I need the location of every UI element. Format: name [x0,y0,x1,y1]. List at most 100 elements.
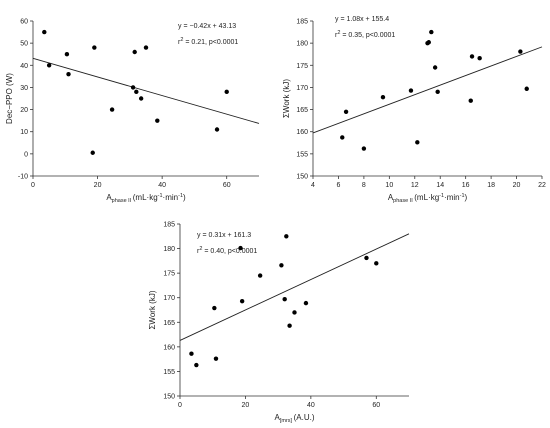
data-point [429,29,434,35]
x-axis-label: Aphase II (mL·kg-1·min-1) [388,193,468,204]
x-axis-label-exponent: -1 [178,193,183,199]
regression-equation: y = 1.08x + 155.4 [335,16,389,23]
y-tick-label: 160 [296,129,308,136]
stats-values: = 0.40, p<0.0001 [202,248,257,255]
x-axis-label-exponent: -1 [439,193,444,199]
x-axis-label-main: A [388,193,394,202]
y-tick-label: 30 [20,85,28,92]
data-point [90,150,95,155]
x-axis-label: Aphase II (mL·kg-1·min-1) [106,193,186,204]
x-tick-label: 14 [436,182,444,189]
data-point [109,107,115,112]
stats-r: r [178,39,181,46]
x-tick-label: 20 [242,402,250,409]
x-tick-label: 18 [487,182,495,189]
data-point [138,96,144,101]
x-tick-label: 10 [385,182,393,189]
x-tick-label: 20 [513,182,521,189]
data-point [257,273,263,278]
regression-line [32,57,260,124]
y-tick-label: 150 [296,174,308,181]
x-axis-label: A[mrs] (A.U.) [275,413,315,424]
data-point [361,146,367,151]
data-point [343,109,349,114]
y-tick-label: 165 [163,320,175,327]
data-point [468,98,473,103]
data-point [194,362,199,368]
y-tick-label: 180 [163,246,175,253]
data-point [292,310,297,315]
x-axis-label-main: A [275,413,281,422]
data-point [435,89,440,95]
data-point [134,89,139,95]
data-point [42,29,47,35]
stats-superscript: 2 [180,37,183,43]
x-tick-label: 12 [411,182,419,189]
data-point [92,45,97,50]
y-axis-label: ΣWork (kJ) [148,290,157,329]
y-tick-label: -10 [18,174,28,181]
y-tick-label: 175 [296,63,308,70]
data-point [46,63,52,68]
stats-r: r [197,248,200,255]
regression-equation: y = 0.31x + 161.3 [197,232,251,239]
data-point [477,56,482,61]
data-point [143,45,149,50]
data-point [518,49,523,54]
y-tick-label: 0 [24,151,28,158]
x-tick-label: 8 [362,182,366,189]
data-point [66,71,71,77]
y-tick-label: 170 [163,295,175,302]
regression-stats: r2 = 0.40, p<0.0001 [197,246,257,255]
x-axis-label-subscript: phase II [112,198,133,204]
x-tick-label: 6 [336,182,340,189]
x-axis-label-unit: ) [183,193,186,202]
x-tick-label: 60 [372,402,380,409]
x-axis-label-subscript: phase II [393,198,414,204]
regression-line [179,233,410,341]
data-point [64,52,70,57]
data-point [238,245,243,251]
data-point [469,54,475,59]
data-point [213,356,219,361]
data-point [287,323,292,328]
data-point [380,94,386,100]
y-tick-label: 185 [296,19,308,26]
x-tick-label: 22 [538,182,546,189]
x-axis-label-unit: ) [465,193,468,202]
y-tick-label: 170 [296,85,308,92]
y-tick-label: 155 [296,151,308,158]
data-point [524,86,529,91]
x-axis-label-subscript: [mrs] [280,418,294,424]
regression-stats: r2 = 0.35, p<0.0001 [335,30,395,39]
data-point [224,89,229,95]
x-axis-label-unit: ·min [163,193,179,202]
data-point [364,255,369,261]
data-point [432,65,438,70]
chart-panel-3: 150 155 160 165 170 175 180 185 0 20 40 60 A[mrs] (A… [148,222,410,424]
data-point [408,88,414,93]
data-point [279,263,284,268]
data-point [415,140,420,145]
data-point [282,296,287,302]
x-axis-label-unit: (mL·kg [133,193,158,202]
y-tick-label: 155 [163,369,175,376]
data-point [340,135,345,140]
x-axis-label-unit: ·min [444,193,460,202]
y-tick-label: 40 [20,63,28,70]
regression-stats: r2 = 0.21, p<0.0001 [178,37,238,46]
x-tick-label: 40 [307,402,315,409]
y-axis-label: ΣWork (kJ) [282,79,291,118]
data-point [303,300,309,306]
y-tick-label: 185 [163,222,175,229]
data-point [284,234,289,239]
data-point [426,40,431,45]
chart-panel-2: 150 155 160 165 170 175 180 185 4 6 8 10 12 14 16 18 20 2… [282,16,546,204]
data-point [155,118,160,123]
x-tick-label: 4 [311,182,315,189]
y-tick-label: 20 [20,107,28,114]
x-axis-label-unit: (A.U.) [294,413,315,422]
y-tick-label: 50 [20,41,28,48]
